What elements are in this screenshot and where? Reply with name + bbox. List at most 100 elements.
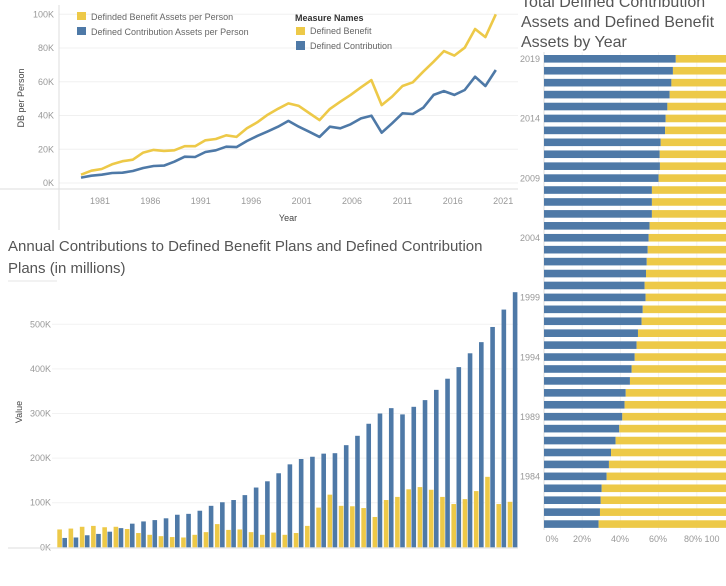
defined-benefit-segment-2004 [648,233,726,242]
x-tick-label: 80% [684,534,702,544]
defined-contribution-segment-1985 [544,460,609,469]
x-tick-labels: 0% 20% 40% 60% 80% 100 [545,534,719,544]
y-tick-label: 100K [33,9,54,19]
defined-contribution-bar-2007 [377,413,383,548]
y-tick-label: 1994 [520,352,540,362]
defined-benefit-bar-1994 [226,529,231,548]
defined-contribution-bar-1983 [107,531,113,548]
defined-contribution-segment-1988 [544,424,620,433]
x-tick-label: 0% [545,534,558,544]
defined-benefit-segment-2009 [658,174,726,182]
defined-contribution-segment-2019 [544,55,676,63]
defined-benefit-segment-1990 [624,400,726,409]
x-gridlines [543,52,698,530]
defined-contribution-segment-1982 [544,496,601,505]
y-tick-label: 2019 [520,54,540,64]
defined-benefit-bar-1992 [203,532,209,548]
legend-label-dc: Defined Contribution Assets per Person [91,27,249,37]
defined-benefit-bar-1987 [147,534,152,548]
legend-1[interactable]: Definded Benefit Assets per Person Defin… [77,12,249,37]
y-axis-title: DB per Person [16,68,26,127]
defined-contribution-bar-1997 [265,481,270,548]
y-tick-label: 200K [30,453,51,463]
defined-contribution-bar-2012 [433,389,439,548]
x-tick-labels: 1981 1986 1991 1996 2001 2006 2011 2016 2021 [90,196,513,206]
y-tick-label: 0K [40,542,51,552]
defined-contribution-segment-2005 [544,222,650,230]
defined-contribution-bar-1987 [152,520,158,548]
defined-contribution-bar-1986 [141,521,146,548]
defined-benefit-segment-1987 [615,436,726,445]
defined-contribution-segment-1992 [544,377,630,385]
defined-contribution-bar-1999 [287,464,293,548]
defined-benefit-bar-2016 [473,491,479,548]
defined-benefit-bar-1983 [102,527,107,548]
y-tick-label: 60K [38,77,54,87]
defined-benefit-bar-2007 [372,516,378,548]
defined-contribution-bar-2018 [501,309,507,548]
title-line-2: Assets and Defined Benefit [521,14,715,31]
defined-benefit-segment-1999 [645,293,726,302]
x-tick-label: 2011 [393,196,412,206]
series-lines [80,13,497,179]
y-tick-label: 1999 [520,293,540,303]
defined-benefit-segment-2015 [667,102,726,111]
y-tick-label: 400K [30,364,51,374]
defined-contribution-segment-2014 [544,114,666,123]
x-tick-label: 100 [704,534,719,544]
defined-contribution-bar-1994 [231,500,236,548]
defined-contribution-line [80,69,497,179]
y-tick-label: 40K [38,111,54,121]
x-tick-label: 1996 [241,196,261,206]
defined-benefit-segment-1985 [608,460,726,469]
defined-contribution-segment-2017 [544,78,672,87]
y-tick-label: 500K [30,319,51,329]
defined-contribution-segment-1997 [544,317,642,326]
defined-benefit-bar-2000 [293,533,299,548]
defined-contribution-bar-1998 [276,473,281,548]
defined-benefit-segment-2001 [645,269,726,278]
defined-benefit-bar-1997 [259,534,265,548]
defined-benefit-segment-2017 [671,78,726,87]
defined-benefit-bar-2012 [428,489,434,548]
defined-benefit-bar-1981 [79,526,85,548]
defined-contribution-segment-1996 [544,329,638,337]
defined-contribution-bar-1990 [186,513,191,548]
defined-benefit-segment-1998 [642,305,726,314]
defined-benefit-bar-2008 [383,500,389,548]
defined-benefit-bar-2017 [485,476,490,548]
defined-contribution-segment-2010 [544,162,660,170]
defined-contribution-bar-1984 [118,528,124,548]
defined-contribution-bar-1996 [253,487,259,548]
defined-contribution-bar-2016 [479,342,484,548]
legend-2[interactable]: Measure Names Defined Benefit Defined Co… [295,13,392,51]
defined-contribution-segment-1999 [544,293,646,302]
defined-benefit-segment-2007 [651,198,726,206]
y-gridlines [52,323,518,504]
defined-contribution-bar-2003 [332,453,338,548]
defined-benefit-bar-1979 [57,529,62,548]
defined-benefit-bar-1996 [248,532,254,548]
defined-benefit-bar-1991 [192,534,198,548]
defined-contribution-segment-1987 [544,436,616,445]
defined-contribution-segment-2000 [544,281,645,290]
defined-benefit-segment-2002 [646,257,726,266]
defined-contribution-bar-2015 [467,353,473,548]
defined-contribution-segment-2003 [544,245,648,254]
defined-benefit-segment-2000 [644,281,726,290]
defined-benefit-segment-1992 [629,377,726,385]
defined-contribution-bar-2006 [366,423,372,548]
defined-benefit-segment-1989 [622,412,726,421]
defined-benefit-bar-1990 [181,537,186,548]
x-tick-label: 40% [611,534,629,544]
defined-benefit-segment-2005 [649,222,726,230]
defined-benefit-segment-1988 [619,424,726,433]
defined-contribution-bar-2001 [310,456,315,548]
stacked-chart-title: Total Defined Contribution Assets and De… [521,0,714,53]
legend-swatch-dc [77,27,86,35]
defined-benefit-bar-2015 [462,499,468,548]
y-tick-labels: 0K 100K 200K 300K 400K 500K [30,319,51,552]
defined-benefit-bar-2010 [406,489,411,548]
defined-benefit-bar-2009 [395,496,400,548]
defined-benefit-segment-2016 [669,90,726,99]
